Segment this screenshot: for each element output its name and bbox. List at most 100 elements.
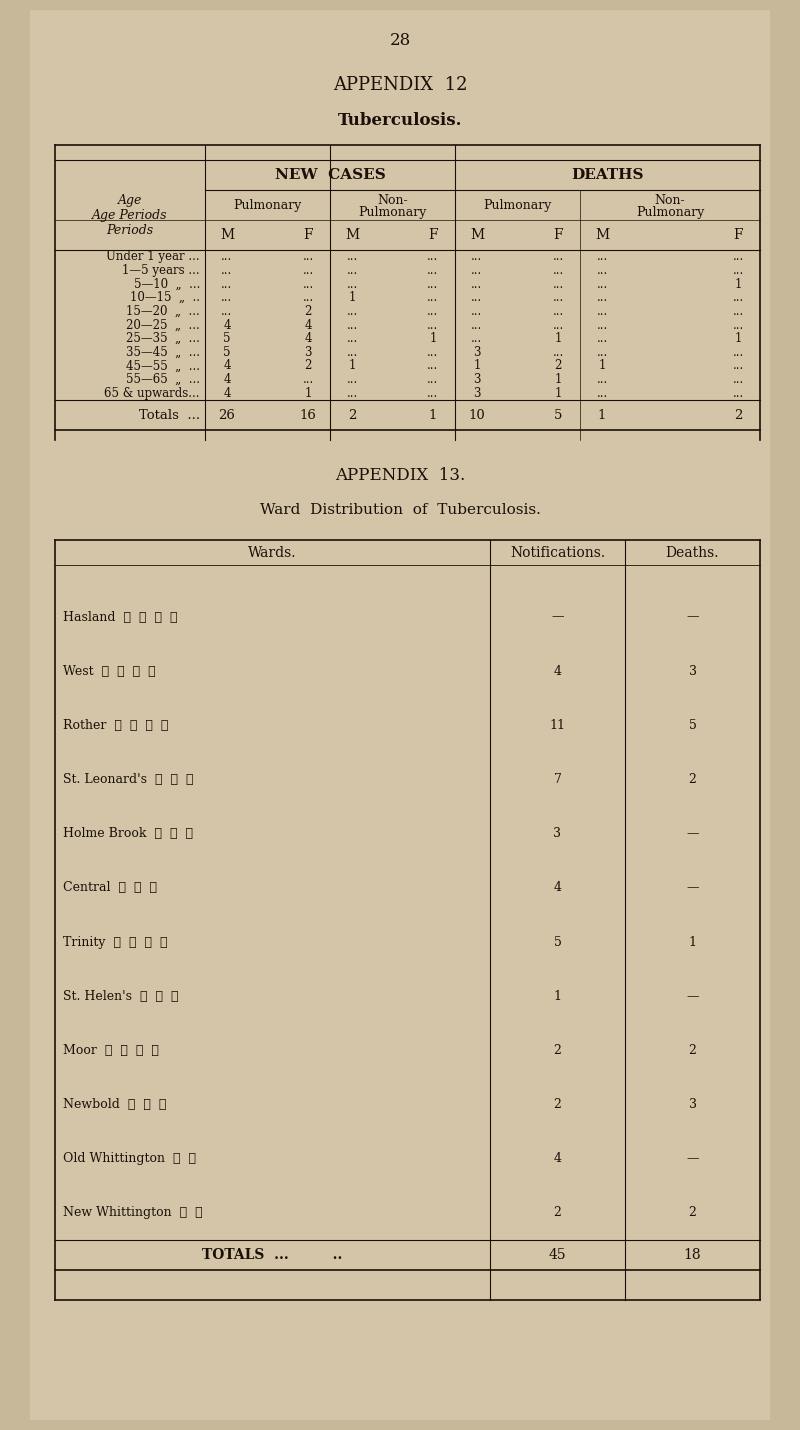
Text: —: — <box>686 827 698 841</box>
Text: New Whittington  ⋯  ⋯: New Whittington ⋯ ⋯ <box>63 1207 202 1220</box>
Text: Ward  Distribution  of  Tuberculosis.: Ward Distribution of Tuberculosis. <box>259 503 541 518</box>
Text: 1: 1 <box>554 373 562 386</box>
Text: 1—5 years ...: 1—5 years ... <box>122 265 200 277</box>
Text: ...: ... <box>346 386 358 399</box>
Text: ...: ... <box>222 277 233 290</box>
Text: 2: 2 <box>689 1044 697 1057</box>
Text: ...: ... <box>346 319 358 332</box>
Text: Central  ⋯  ⋯  ⋯: Central ⋯ ⋯ ⋯ <box>63 881 157 894</box>
Text: ...: ... <box>596 346 608 359</box>
Text: ...: ... <box>302 292 314 305</box>
Text: ...: ... <box>471 305 482 317</box>
Text: 1: 1 <box>598 359 606 372</box>
Text: 1: 1 <box>474 359 481 372</box>
Text: ...: ... <box>222 292 233 305</box>
Text: 25—35  „  ...: 25—35 „ ... <box>126 332 200 345</box>
Text: ...: ... <box>552 277 564 290</box>
Text: Tuberculosis.: Tuberculosis. <box>338 112 462 129</box>
Text: 1: 1 <box>348 292 356 305</box>
Text: Wards.: Wards. <box>248 546 297 561</box>
Text: ...: ... <box>427 359 438 372</box>
Text: APPENDIX  12: APPENDIX 12 <box>333 76 467 94</box>
Text: ...: ... <box>427 292 438 305</box>
Text: 1: 1 <box>430 332 437 345</box>
Text: ...: ... <box>471 265 482 277</box>
Text: NEW  CASES: NEW CASES <box>274 167 386 182</box>
Text: 2: 2 <box>304 359 312 372</box>
Text: ...: ... <box>427 277 438 290</box>
Text: 2: 2 <box>734 409 742 422</box>
Text: ...: ... <box>596 373 608 386</box>
Text: 4: 4 <box>554 1153 562 1165</box>
Text: F: F <box>428 227 438 242</box>
Text: Pulmonary: Pulmonary <box>636 206 704 219</box>
Text: St. Helen's  ⋯  ⋯  ⋯: St. Helen's ⋯ ⋯ ⋯ <box>63 990 178 1002</box>
Text: Age: Age <box>118 193 142 206</box>
Text: 1: 1 <box>598 409 606 422</box>
Text: ...: ... <box>471 292 482 305</box>
Text: 2: 2 <box>554 359 562 372</box>
Text: 11: 11 <box>550 719 566 732</box>
Text: 2: 2 <box>554 1044 562 1057</box>
Text: —: — <box>686 1153 698 1165</box>
Text: 2: 2 <box>304 305 312 317</box>
Text: ...: ... <box>346 373 358 386</box>
Text: ...: ... <box>346 250 358 263</box>
Text: Rother  ⋯  ⋯  ⋯  ⋯: Rother ⋯ ⋯ ⋯ ⋯ <box>63 719 168 732</box>
Text: 4: 4 <box>223 386 230 399</box>
Text: 15—20  „  ...: 15—20 „ ... <box>126 305 200 317</box>
Text: ...: ... <box>552 292 564 305</box>
Text: ...: ... <box>346 305 358 317</box>
Text: 35—45  „  ...: 35—45 „ ... <box>126 346 200 359</box>
Text: ...: ... <box>596 265 608 277</box>
Text: ...: ... <box>302 265 314 277</box>
Text: ...: ... <box>596 250 608 263</box>
Text: ...: ... <box>471 250 482 263</box>
Text: 1: 1 <box>734 332 742 345</box>
Text: DEATHS: DEATHS <box>571 167 644 182</box>
Text: 2: 2 <box>689 1207 697 1220</box>
Text: 4: 4 <box>223 373 230 386</box>
Text: ...: ... <box>471 332 482 345</box>
Text: 16: 16 <box>299 409 317 422</box>
Text: 4: 4 <box>554 881 562 894</box>
Text: TOTALS  ...         ..: TOTALS ... .. <box>202 1248 342 1263</box>
Text: 45: 45 <box>549 1248 566 1263</box>
Text: ...: ... <box>732 359 744 372</box>
Text: ...: ... <box>732 250 744 263</box>
Text: 4: 4 <box>304 319 312 332</box>
Text: 5: 5 <box>689 719 697 732</box>
Text: 3: 3 <box>474 346 481 359</box>
Text: 1: 1 <box>348 359 356 372</box>
Text: ...: ... <box>732 319 744 332</box>
Text: ...: ... <box>596 277 608 290</box>
Text: 18: 18 <box>684 1248 702 1263</box>
Text: ...: ... <box>346 277 358 290</box>
Text: 1: 1 <box>689 935 697 948</box>
Text: Non-: Non- <box>377 193 408 206</box>
Text: Holme Brook  ⋯  ⋯  ⋯: Holme Brook ⋯ ⋯ ⋯ <box>63 827 193 841</box>
Text: ...: ... <box>596 292 608 305</box>
Text: ...: ... <box>427 373 438 386</box>
Text: ...: ... <box>427 250 438 263</box>
Text: ...: ... <box>471 277 482 290</box>
Text: ...: ... <box>552 265 564 277</box>
Text: 3: 3 <box>474 373 481 386</box>
Text: 3: 3 <box>689 1098 697 1111</box>
Text: 1: 1 <box>734 277 742 290</box>
Text: ...: ... <box>732 265 744 277</box>
Text: Old Whittington  ⋯  ⋯: Old Whittington ⋯ ⋯ <box>63 1153 196 1165</box>
Text: St. Leonard's  ⋯  ⋯  ⋯: St. Leonard's ⋯ ⋯ ⋯ <box>63 774 194 786</box>
Text: 4: 4 <box>554 665 562 678</box>
Text: Moor  ⋯  ⋯  ⋯  ⋯: Moor ⋯ ⋯ ⋯ ⋯ <box>63 1044 159 1057</box>
Text: 4: 4 <box>223 359 230 372</box>
Text: ...: ... <box>732 305 744 317</box>
Text: 3: 3 <box>554 827 562 841</box>
Text: 55—65  „  ...: 55—65 „ ... <box>126 373 200 386</box>
Text: ...: ... <box>552 250 564 263</box>
Text: —: — <box>551 611 564 623</box>
Text: 2: 2 <box>348 409 356 422</box>
Text: 1: 1 <box>304 386 312 399</box>
Text: 1: 1 <box>429 409 437 422</box>
Text: 10—15  „  ..: 10—15 „ .. <box>130 292 200 305</box>
